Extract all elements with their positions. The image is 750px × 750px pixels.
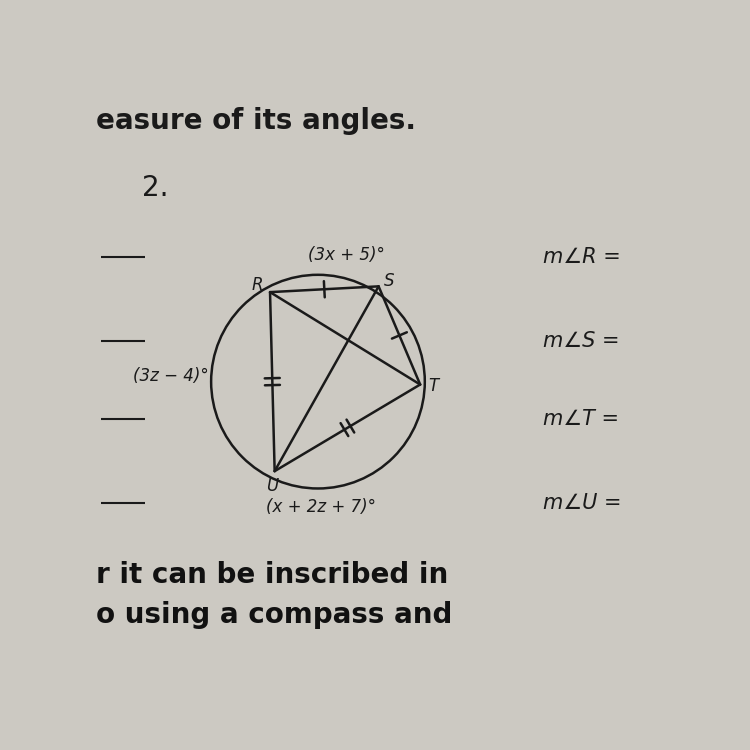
Text: easure of its angles.: easure of its angles. (96, 107, 416, 135)
Text: 2.: 2. (142, 174, 168, 202)
Text: o using a compass and: o using a compass and (96, 601, 452, 629)
Text: S: S (384, 272, 394, 290)
Text: m∠U =: m∠U = (543, 493, 622, 513)
Text: (3z − 4)°: (3z − 4)° (133, 367, 209, 385)
Text: U: U (266, 476, 278, 494)
Text: r it can be inscribed in: r it can be inscribed in (96, 561, 448, 589)
Text: m∠S =: m∠S = (543, 332, 620, 351)
Text: R: R (251, 276, 263, 294)
Text: (3x + 5)°: (3x + 5)° (308, 245, 386, 263)
Text: m∠R =: m∠R = (543, 248, 621, 268)
Text: T: T (427, 376, 438, 394)
Text: m∠T =: m∠T = (543, 410, 620, 429)
Text: (x + 2z + 7)°: (x + 2z + 7)° (266, 498, 376, 516)
